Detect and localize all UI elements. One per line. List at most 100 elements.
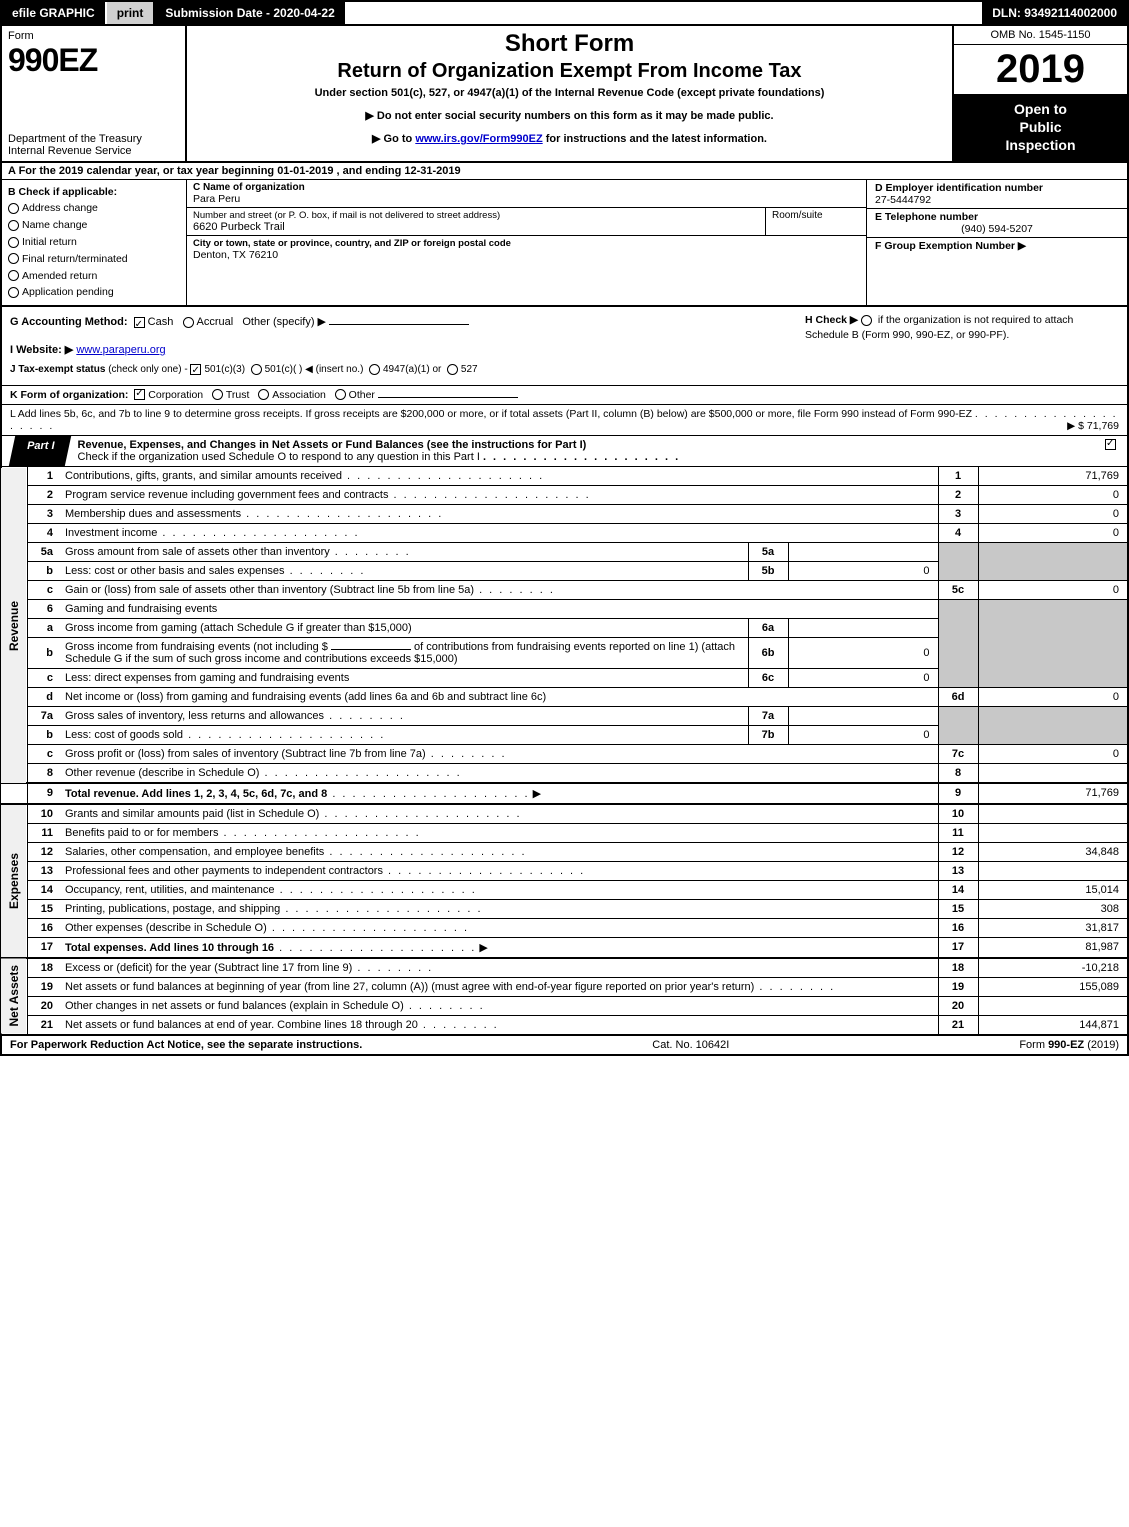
l18-desc: Excess or (deficit) for the year (Subtra… [61, 958, 938, 978]
dots-icon [267, 922, 469, 934]
l5b-subval: 0 [788, 561, 938, 580]
chk-h[interactable] [861, 315, 872, 326]
l7a-num: 7a [27, 706, 61, 725]
chk-name-label: Name change [22, 219, 87, 231]
l7b-sublabel: 7b [748, 725, 788, 744]
l2-text: Program service revenue including govern… [65, 489, 388, 501]
efile-button[interactable]: efile GRAPHIC [2, 2, 107, 24]
chk-4947[interactable] [369, 364, 380, 375]
l4-no: 4 [938, 523, 978, 542]
irs-link[interactable]: www.irs.gov/Form990EZ [415, 133, 542, 145]
period-row: A For the 2019 calendar year, or tax yea… [0, 163, 1129, 179]
l11-text: Benefits paid to or for members [65, 827, 218, 839]
spacer [347, 2, 982, 24]
part1-tab: Part I [9, 436, 71, 466]
l7c-text: Gross profit or (loss) from sales of inv… [65, 748, 426, 760]
chk-501c[interactable] [251, 364, 262, 375]
l3-text: Membership dues and assessments [65, 508, 241, 520]
l18-text: Excess or (deficit) for the year (Subtra… [65, 962, 352, 974]
note2-pre: ▶ Go to [372, 133, 415, 145]
l20-desc: Other changes in net assets or fund bala… [61, 996, 938, 1015]
l5a-desc: Gross amount from sale of assets other t… [61, 542, 748, 561]
website-link[interactable]: www.paraperu.org [76, 344, 165, 356]
l6c-text: Less: direct expenses from gaming and fu… [65, 672, 349, 684]
dots-icon [352, 962, 433, 974]
other-input[interactable] [329, 324, 469, 325]
j-label: J Tax-exempt status [10, 364, 105, 375]
chk-pending[interactable]: Application pending [8, 284, 180, 301]
chk-address[interactable]: Address change [8, 200, 180, 217]
info-grid: B Check if applicable: Address change Na… [0, 179, 1129, 308]
l10-val [978, 804, 1128, 824]
chk-cash[interactable] [134, 317, 145, 328]
box-b-title: B Check if applicable: [8, 184, 180, 201]
title-small: Under section 501(c), 527, or 4947(a)(1)… [195, 87, 944, 99]
l14-text: Occupancy, rent, utilities, and maintena… [65, 884, 275, 896]
chk-corp[interactable] [134, 389, 145, 400]
chk-trust[interactable] [212, 389, 223, 400]
chk-accrual[interactable] [183, 317, 194, 328]
chk-amended[interactable]: Amended return [8, 268, 180, 285]
l10-text: Grants and similar amounts paid (list in… [65, 808, 319, 820]
chk-527[interactable] [447, 364, 458, 375]
line-2: 2 Program service revenue including gove… [1, 485, 1128, 504]
l5a-subval [788, 542, 938, 561]
chk-assoc[interactable] [258, 389, 269, 400]
l8-desc: Other revenue (describe in Schedule O) [61, 763, 938, 783]
dots-icon [275, 884, 477, 896]
l13-num: 13 [27, 861, 61, 880]
l11-desc: Benefits paid to or for members [61, 823, 938, 842]
l21-text: Net assets or fund balances at end of ye… [65, 1019, 418, 1031]
form-label: Form [8, 30, 179, 42]
part1-title-text: Revenue, Expenses, and Changes in Net As… [78, 439, 587, 451]
addr-cell: Number and street (or P. O. box, if mail… [187, 208, 766, 235]
l21-num: 21 [27, 1015, 61, 1034]
chk-address-label: Address change [22, 202, 98, 214]
footer-center: Cat. No. 10642I [652, 1039, 729, 1051]
l6b-text1: Gross income from fundraising events (no… [65, 641, 328, 653]
l6b-blank[interactable] [331, 649, 411, 650]
grey-7ab-v [978, 706, 1128, 744]
line-9: 9 Total revenue. Add lines 1, 2, 3, 4, 5… [1, 783, 1128, 804]
l7b-text: Less: cost of goods sold [65, 729, 183, 741]
tel-value: (940) 594-5207 [875, 223, 1119, 235]
form-number: 990EZ [8, 42, 179, 79]
l5a-text: Gross amount from sale of assets other t… [65, 546, 330, 558]
dln-label: DLN: 93492114002000 [982, 2, 1127, 24]
l18-val: -10,218 [978, 958, 1128, 978]
chk-other-org[interactable] [335, 389, 346, 400]
dots-icon [218, 827, 420, 839]
city-label: City or town, state or province, country… [193, 238, 860, 249]
chk-initial[interactable]: Initial return [8, 234, 180, 251]
note-goto: ▶ Go to www.irs.gov/Form990EZ for instru… [195, 132, 944, 145]
l13-no: 13 [938, 861, 978, 880]
l3-num: 3 [27, 504, 61, 523]
j-small: (check only one) - [108, 364, 187, 375]
chk-501c3[interactable] [190, 364, 201, 375]
line-16: 16 Other expenses (describe in Schedule … [1, 918, 1128, 937]
l19-val: 155,089 [978, 977, 1128, 996]
l5a-num: 5a [27, 542, 61, 561]
assoc-label: Association [272, 389, 326, 401]
chk-final[interactable]: Final return/terminated [8, 251, 180, 268]
line-18: Net Assets 18 Excess or (deficit) for th… [1, 958, 1128, 978]
city-row: City or town, state or province, country… [187, 236, 866, 263]
l11-val [978, 823, 1128, 842]
chk-name[interactable]: Name change [8, 217, 180, 234]
l-text: L Add lines 5b, 6c, and 7b to line 9 to … [10, 408, 972, 420]
line-17: 17 Total expenses. Add lines 10 through … [1, 937, 1128, 958]
print-button[interactable]: print [107, 2, 156, 24]
insp1: Open to [958, 100, 1123, 118]
l6a-num: a [27, 618, 61, 637]
l18-no: 18 [938, 958, 978, 978]
c-label: 501(c)( ) ◀ (insert no.) [265, 364, 364, 375]
row-h: H Check ▶ if the organization is not req… [797, 307, 1127, 385]
l16-num: 16 [27, 918, 61, 937]
top-bar: efile GRAPHIC print Submission Date - 20… [0, 0, 1129, 24]
group-label: F Group Exemption Number ▶ [875, 240, 1026, 252]
chk-schedule-o[interactable] [1105, 439, 1116, 450]
grey-6-v [978, 599, 1128, 687]
line-12: 12 Salaries, other compensation, and emp… [1, 842, 1128, 861]
line-6: 6 Gaming and fundraising events [1, 599, 1128, 618]
other-org-input[interactable] [378, 397, 518, 398]
